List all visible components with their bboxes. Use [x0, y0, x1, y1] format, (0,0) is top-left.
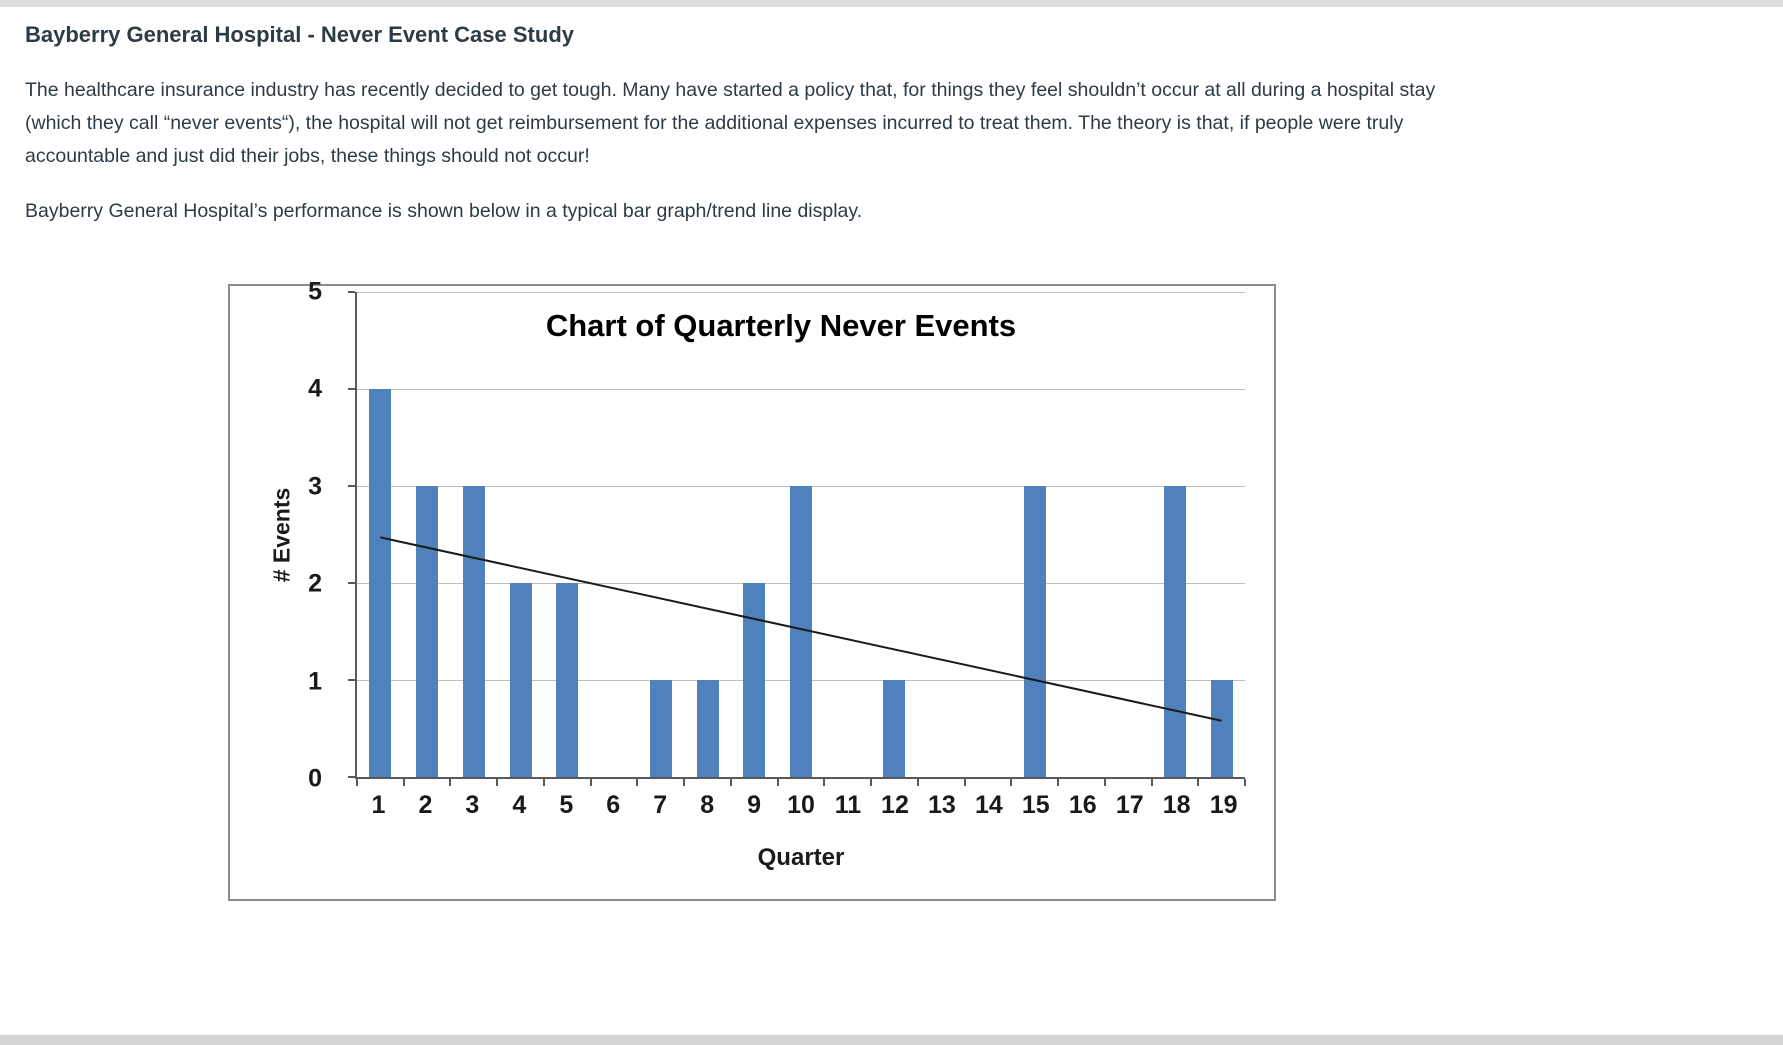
chart-title: Chart of Quarterly Never Events: [545, 308, 1017, 343]
x-tick-label-2: 2: [418, 791, 433, 819]
bar-quarter-18: [1163, 486, 1186, 777]
x-tick-label-7: 7: [653, 791, 668, 819]
x-axis-labels: 1 2 3 4 5 6 7 8 9 10 11 12 13 14 15 16 17 18 19: [355, 791, 1247, 820]
x-tick-mark: [402, 779, 405, 786]
x-tick-label-3: 3: [465, 791, 480, 819]
content-top-border: [0, 0, 1783, 7]
bar-quarter-12: [883, 680, 906, 777]
y-tick-label-4: 4: [308, 374, 322, 403]
bar-quarter-15: [1023, 486, 1046, 777]
x-tick-mark: [823, 779, 826, 786]
y-axis-labels: 0 1 2 3 4 5: [260, 278, 322, 793]
plot-area: Chart of Quarterly Never Events: [348, 291, 1246, 786]
case-study-document: Bayberry General Hospital - Never Event …: [25, 22, 1436, 901]
x-tick-mark: [542, 779, 545, 786]
bar-quarter-3: [462, 486, 485, 777]
x-tick-mark: [1057, 779, 1060, 786]
x-tick-mark: [1103, 779, 1106, 786]
x-tick-label-4: 4: [512, 791, 527, 819]
x-tick-mark: [449, 779, 452, 786]
x-tick-mark: [1244, 779, 1246, 786]
chart-caption-paragraph: Bayberry General Hospital’s performance …: [25, 200, 863, 222]
x-tick-label-17: 17: [1115, 791, 1144, 819]
x-tick-label-16: 16: [1068, 791, 1097, 819]
x-tick-mark: [356, 779, 358, 786]
y-tick-label-2: 2: [308, 569, 322, 598]
x-tick-mark: [636, 779, 639, 786]
content-bottom-border: [0, 1035, 1783, 1045]
x-tick-label-1: 1: [371, 791, 386, 819]
y-tick-mark: [348, 582, 355, 584]
bar-quarter-7: [649, 680, 672, 777]
bar-quarter-19: [1210, 680, 1233, 777]
y-tick-label-5: 5: [308, 277, 322, 306]
x-tick-mark: [870, 779, 873, 786]
bar-quarter-10: [790, 486, 812, 777]
x-tick-mark: [589, 779, 592, 786]
x-tick-label-15: 15: [1021, 791, 1050, 819]
y-tick-mark: [348, 485, 355, 487]
bar-quarter-5: [556, 583, 579, 777]
x-tick-mark: [1010, 779, 1013, 786]
x-tick-mark: [683, 779, 686, 786]
x-tick-mark: [963, 779, 966, 786]
y-tick-label-0: 0: [308, 764, 322, 793]
page-title: Bayberry General Hospital - Never Event …: [25, 22, 574, 47]
x-tick-label-6: 6: [606, 791, 621, 819]
y-tick-label-1: 1: [308, 667, 322, 696]
x-tick-label-8: 8: [700, 791, 715, 819]
intro-paragraph: The healthcare insurance industry has re…: [25, 79, 1436, 167]
x-tick-mark: [729, 779, 732, 786]
x-tick-mark: [776, 779, 779, 786]
x-tick-label-13: 13: [928, 791, 956, 819]
x-tick-label-14: 14: [974, 791, 1003, 819]
gridline-4: [357, 389, 1245, 390]
y-tick-mark: [348, 291, 355, 293]
x-tick-mark: [496, 779, 499, 786]
x-tick-mark: [916, 779, 919, 786]
y-tick-mark: [348, 388, 355, 390]
gridline-5: [357, 292, 1245, 293]
bar-quarter-9: [743, 583, 766, 777]
x-tick-label-10: 10: [787, 791, 815, 819]
x-axis-title: Quarter: [757, 844, 845, 871]
bar-quarter-8: [696, 680, 719, 777]
x-tick-label-5: 5: [559, 791, 574, 819]
x-tick-mark: [1150, 779, 1153, 786]
bar-quarter-4: [509, 583, 532, 777]
x-tick-label-9: 9: [747, 791, 762, 819]
y-tick-label-3: 3: [308, 472, 322, 501]
bar-quarter-2: [416, 486, 439, 777]
bar-quarter-1: [369, 389, 392, 777]
x-tick-mark: [1197, 779, 1200, 786]
y-tick-mark: [348, 679, 355, 681]
x-tick-label-11: 11: [834, 791, 862, 819]
x-tick-label-12: 12: [881, 791, 909, 819]
x-tick-label-19: 19: [1209, 791, 1238, 819]
x-tick-label-18: 18: [1162, 791, 1191, 819]
y-tick-mark: [348, 776, 355, 778]
